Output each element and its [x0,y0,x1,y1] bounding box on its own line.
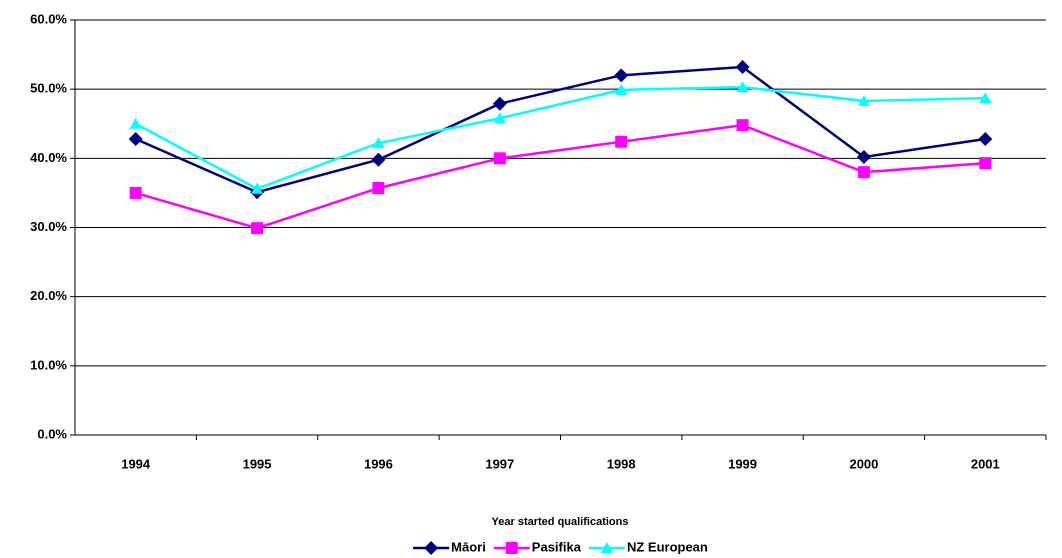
x-tick-label: 1999 [728,456,757,471]
data-point [615,135,628,148]
data-point [371,152,386,167]
x-tick-label: 1996 [364,456,393,471]
legend-label: NZ European [627,539,708,554]
data-point [251,182,264,194]
data-point [372,182,385,195]
data-point [492,96,507,111]
x-tick-label: 2001 [971,456,1000,471]
legend-marker [505,542,518,554]
legend-label: Pasifika [532,539,582,554]
data-point [129,117,142,129]
series-line [135,65,986,194]
y-tick-label: 40.0% [30,150,67,165]
legend-label: Māori [451,539,486,554]
data-point [856,149,871,164]
y-tick-label: 60.0% [30,11,67,26]
data-point [128,131,143,146]
data-point [735,60,750,75]
series-line [135,123,986,230]
data-point [251,222,264,235]
data-point [493,152,506,165]
y-tick-label: 30.0% [30,219,67,234]
data-point [493,112,506,124]
y-tick-label: 20.0% [30,288,67,303]
data-point [736,119,749,132]
legend-marker [424,541,439,555]
x-tick-label: 1995 [243,456,272,471]
x-tick-label: 1994 [121,456,151,471]
y-tick-label: 10.0% [30,357,67,372]
x-tick-label: 1997 [485,456,514,471]
y-tick-label: 50.0% [30,81,67,96]
data-point [979,157,992,170]
data-point [979,92,992,104]
data-point [129,186,142,199]
x-tick-label: 2000 [849,456,878,471]
data-point [857,94,870,106]
data-point [614,68,629,83]
legend: Māori Pasifika NZ European [413,539,708,555]
legend-marker [600,542,613,553]
data-point [857,166,870,179]
data-point [978,131,993,146]
x-tick-label: 1998 [607,456,636,471]
y-tick-label: 0.0% [37,426,67,441]
data-point [736,81,749,93]
data-point [615,83,628,95]
x-axis-label: Year started qualifications [492,516,629,528]
series-line [135,85,986,191]
data-point [372,137,385,149]
